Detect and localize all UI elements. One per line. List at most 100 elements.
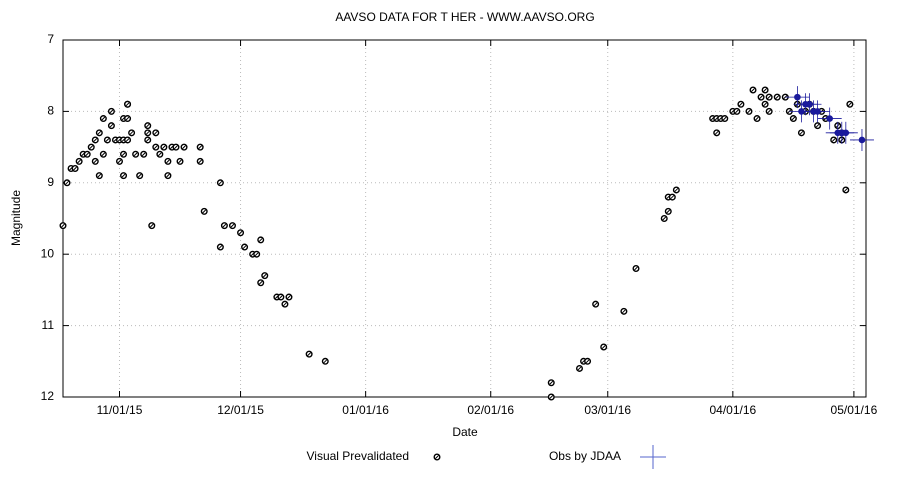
data-point xyxy=(115,157,123,165)
data-point xyxy=(830,136,838,144)
data-point xyxy=(321,357,329,365)
point-hatch xyxy=(258,280,263,285)
data-point xyxy=(228,222,236,230)
data-point xyxy=(200,207,208,215)
data-point xyxy=(257,279,265,287)
data-point xyxy=(132,150,140,158)
data-point xyxy=(281,300,289,308)
data-point xyxy=(547,379,555,387)
data-point xyxy=(814,122,822,130)
data-point xyxy=(664,207,672,215)
point-hatch xyxy=(218,245,223,249)
legend-marker xyxy=(433,453,441,461)
point-hatch xyxy=(775,95,780,99)
x-tick-label: 01/01/16 xyxy=(342,403,389,417)
point-hatch xyxy=(714,130,719,135)
point-hatch xyxy=(125,116,130,121)
point-hatch xyxy=(198,159,203,164)
data-point xyxy=(180,143,188,151)
point-hatch xyxy=(549,380,554,385)
x-axis-label: Date xyxy=(452,425,478,439)
point-hatch xyxy=(129,130,134,135)
data-point xyxy=(144,129,152,137)
data-point xyxy=(285,293,293,301)
data-point xyxy=(176,157,184,165)
data-point xyxy=(144,122,152,130)
point-hatch xyxy=(739,102,743,107)
data-point xyxy=(257,236,265,244)
point-hatch xyxy=(662,216,667,221)
data-point xyxy=(172,143,180,151)
point-dot xyxy=(842,129,850,137)
point-hatch xyxy=(763,88,767,92)
point-hatch xyxy=(198,145,203,149)
data-point xyxy=(253,250,261,258)
point-dot xyxy=(806,100,813,108)
point-hatch xyxy=(101,152,106,157)
point-hatch xyxy=(117,159,122,164)
data-point xyxy=(745,107,753,115)
data-point xyxy=(71,165,79,173)
data-point xyxy=(164,172,172,180)
data-point xyxy=(797,93,822,116)
data-point xyxy=(805,100,830,123)
data-point xyxy=(842,186,850,194)
point-hatch xyxy=(73,166,77,171)
point-hatch xyxy=(279,295,283,299)
point-hatch xyxy=(767,95,772,99)
x-tick-label: 03/01/16 xyxy=(584,403,631,417)
data-point xyxy=(148,222,156,230)
point-dot xyxy=(858,136,866,144)
y-tick-label: 11 xyxy=(42,318,55,332)
data-point xyxy=(547,393,555,401)
data-point xyxy=(75,157,83,165)
point-hatch xyxy=(783,95,788,99)
point-hatch xyxy=(162,145,166,149)
data-point xyxy=(733,107,741,115)
point-hatch xyxy=(601,345,606,349)
data-point xyxy=(849,128,874,151)
x-tick-label: 02/01/16 xyxy=(467,403,514,417)
data-point xyxy=(99,150,107,158)
point-hatch xyxy=(634,266,638,271)
y-tick-label: 9 xyxy=(47,175,54,189)
point-hatch xyxy=(262,273,267,278)
point-hatch xyxy=(230,223,235,228)
legend-label: Visual Prevalidated xyxy=(306,449,409,463)
point-hatch xyxy=(831,138,836,142)
data-point xyxy=(620,307,628,315)
data-point xyxy=(797,129,805,137)
data-point xyxy=(152,129,160,137)
point-hatch xyxy=(153,130,158,135)
data-point xyxy=(241,243,249,251)
point-hatch xyxy=(238,230,243,235)
data-point xyxy=(59,222,67,230)
legend-marker xyxy=(640,445,666,469)
data-point xyxy=(753,115,761,123)
data-point xyxy=(91,136,99,144)
data-point xyxy=(600,343,608,351)
data-point xyxy=(103,136,111,144)
point-hatch xyxy=(791,116,796,121)
data-point xyxy=(737,100,745,108)
point-dot xyxy=(814,108,821,115)
point-hatch xyxy=(85,152,90,157)
point-hatch xyxy=(622,309,626,314)
data-point xyxy=(668,193,676,201)
data-point xyxy=(120,150,128,158)
data-point xyxy=(164,157,172,165)
point-hatch xyxy=(89,145,94,149)
data-point xyxy=(833,121,858,144)
point-hatch xyxy=(848,102,852,107)
point-hatch xyxy=(287,295,291,299)
point-hatch xyxy=(767,109,772,114)
data-point xyxy=(140,150,148,158)
point-hatch xyxy=(149,223,154,228)
data-point xyxy=(63,179,71,187)
data-point xyxy=(277,293,285,301)
chart-title: AAVSO DATA FOR T HER - WWW.AAVSO.ORG xyxy=(335,10,594,24)
point-hatch xyxy=(435,455,439,459)
point-hatch xyxy=(585,359,590,364)
point-hatch xyxy=(133,152,138,157)
